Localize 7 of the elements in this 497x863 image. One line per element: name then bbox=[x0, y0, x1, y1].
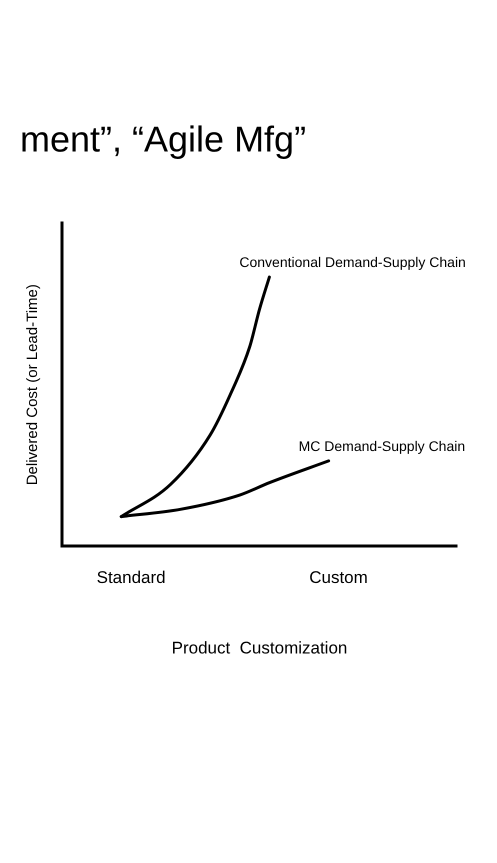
x-tick-label: Custom bbox=[309, 568, 368, 588]
text: Conventional Demand-Supply Chain bbox=[239, 254, 466, 270]
series-label: MC Demand-Supply Chain bbox=[298, 438, 466, 454]
x-axis-title: Product Customization bbox=[172, 638, 348, 658]
chart-title: ment”, “Agile Mfg” bbox=[20, 118, 306, 160]
x-tick-label: Standard bbox=[96, 568, 166, 588]
y-axis-title: Delivered Cost (or Lead-Time) bbox=[24, 284, 42, 486]
